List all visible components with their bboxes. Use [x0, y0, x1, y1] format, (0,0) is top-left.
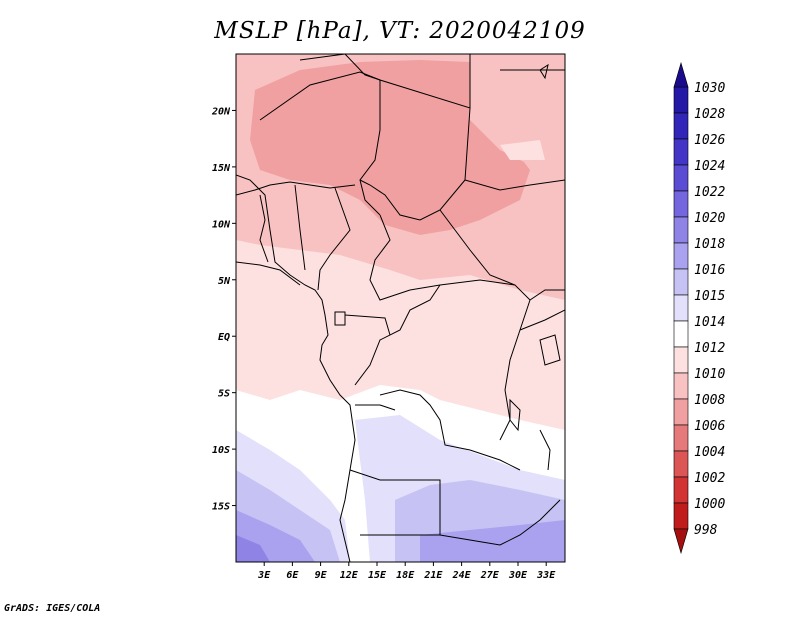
- colorbar-swatch: [673, 320, 689, 348]
- map-title: MSLP [hPa], VT: 2020042109: [214, 18, 586, 44]
- lat-tick-label: 10S: [212, 445, 230, 456]
- colorbar-label: 1018: [694, 237, 725, 252]
- border-guinea: [259, 194, 269, 263]
- colorbar-label: 1000: [694, 497, 725, 512]
- longitude-axis: 3E 6E 9E 12E 15E 18E 21E 24E 27E 30E 33E: [257, 562, 556, 581]
- pressure-field: [236, 54, 565, 562]
- colorbar-label: 1024: [694, 159, 725, 174]
- lon-tick-label: 18E: [396, 570, 415, 581]
- lon-tick-label: 33E: [536, 570, 556, 581]
- colorbar-top-arrow: [673, 61, 689, 88]
- lon-tick-label: 12E: [340, 570, 359, 581]
- colorbar-label: 1028: [694, 107, 725, 122]
- lon-tick-label: 6E: [286, 570, 299, 581]
- border-car: [409, 279, 516, 291]
- colorbar-swatch: [673, 242, 689, 270]
- border-gabon: [344, 314, 391, 336]
- colorbar-label: 1016: [694, 263, 725, 278]
- border-chad: [359, 107, 471, 221]
- latitude-axis: 20N 15N 10N 5N EQ 5S 10S 15S: [211, 106, 236, 513]
- coastline-west: [236, 174, 356, 562]
- colorbar-bottom-arrow: [673, 528, 689, 555]
- grads-credit: GrADS: IGES/COLA: [4, 603, 101, 614]
- lat-tick-label: 15S: [212, 502, 230, 513]
- colorbar-label: 1004: [694, 445, 725, 460]
- lon-tick-label: 24E: [452, 570, 472, 581]
- colorbar-label: 1006: [694, 419, 725, 434]
- lon-tick-label: 21E: [423, 570, 443, 581]
- border-mali-niger: [259, 71, 381, 216]
- map-frame: [235, 53, 566, 563]
- colorbar-swatch: [673, 450, 689, 478]
- border-kenya: [519, 309, 565, 331]
- lat-tick-label: 5N: [218, 276, 231, 287]
- lat-tick-label: 20N: [211, 106, 231, 117]
- lake-victoria: [539, 334, 561, 366]
- lat-tick-label: 15N: [212, 163, 231, 174]
- colorbar-swatch: [673, 372, 689, 400]
- border-nigeria: [317, 187, 351, 291]
- lon-tick-label: 30E: [508, 570, 528, 581]
- colorbar-swatch: [673, 268, 689, 296]
- colorbar-swatch: [673, 138, 689, 166]
- lake-tanganyika: [509, 398, 521, 432]
- lon-tick-label: 9E: [315, 570, 328, 581]
- colorbar-label: 1010: [694, 367, 725, 382]
- colorbar-label: 1022: [694, 185, 725, 200]
- colorbar-label: 1030: [694, 81, 725, 96]
- colorbar-label: 1014: [694, 315, 725, 330]
- lon-tick-label: 15E: [368, 570, 387, 581]
- border-sudan-north: [464, 179, 565, 191]
- colorbar-swatch: [673, 294, 689, 322]
- colorbar: 1030 1028 1026 1024 1022 1020 1018 1016 1015 1014…: [673, 61, 725, 555]
- border-sahara-west: [299, 54, 346, 61]
- border-west-africa: [236, 181, 356, 196]
- lat-tick-label: 10N: [212, 219, 231, 230]
- colorbar-label: 1020: [694, 211, 725, 226]
- colorbar-label: 1002: [694, 471, 725, 486]
- colorbar-swatch: [673, 86, 689, 114]
- border-ghana: [294, 184, 306, 271]
- colorbar-swatch: [673, 476, 689, 504]
- lat-tick-label: 5S: [218, 389, 230, 400]
- colorbar-swatch: [673, 398, 689, 426]
- field-patch-white: [300, 430, 320, 445]
- colorbar-label: 1012: [694, 341, 725, 356]
- lat-tick-label: EQ: [218, 332, 230, 343]
- border-angola-namibia: [349, 469, 441, 535]
- colorbar-swatch: [673, 424, 689, 452]
- colorbar-swatch: [673, 190, 689, 218]
- coastline-guinea: [236, 261, 301, 286]
- colorbar-swatch: [673, 216, 689, 244]
- colorbar-swatch: [673, 502, 689, 530]
- field-1020-southwest: [236, 535, 270, 562]
- border-drc-angola: [379, 389, 521, 471]
- country-borders: [236, 54, 565, 562]
- colorbar-label: 1026: [694, 133, 725, 148]
- colorbar-swatch: [673, 112, 689, 140]
- border-angola-north: [355, 404, 396, 411]
- border-great-lakes: [499, 299, 531, 441]
- border-equatorial-guinea: [334, 311, 346, 326]
- border-cameroon: [369, 214, 411, 301]
- lon-tick-label: 3E: [257, 570, 271, 581]
- field-1012-patch: [500, 140, 545, 160]
- border-southern: [360, 499, 561, 546]
- coast-red-sea: [539, 63, 549, 80]
- colorbar-label: 998: [694, 523, 718, 538]
- lake-malawi: [539, 429, 551, 471]
- colorbar-swatch: [673, 346, 689, 374]
- field-1008-core: [250, 60, 530, 235]
- colorbar-swatch: [673, 164, 689, 192]
- border-sudan: [439, 209, 565, 301]
- border-congo: [354, 284, 441, 386]
- field-1018-south: [420, 520, 565, 562]
- lon-tick-label: 27E: [480, 570, 500, 581]
- colorbar-label: 1008: [694, 393, 725, 408]
- colorbar-label: 1015: [694, 289, 725, 304]
